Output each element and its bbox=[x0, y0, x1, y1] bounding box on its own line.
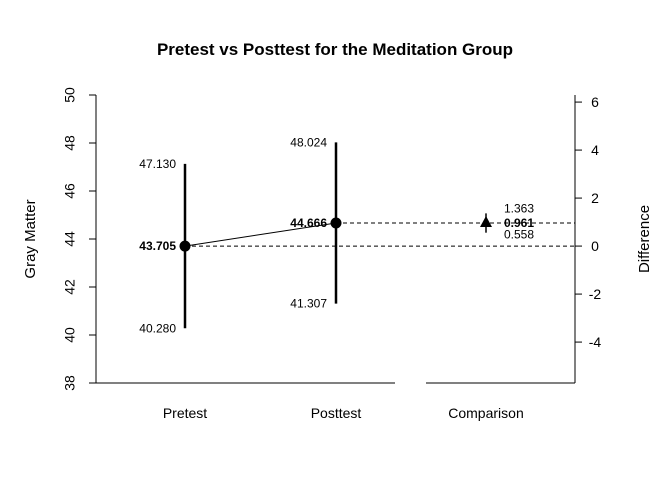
mean-point-posttest bbox=[330, 217, 342, 229]
y2-tick-label: 6 bbox=[591, 94, 599, 110]
upper-label-comparison: 1.363 bbox=[504, 201, 534, 215]
y2-tick-label: -4 bbox=[589, 334, 602, 350]
y-tick-label: 48 bbox=[62, 135, 78, 151]
y-tick-label: 44 bbox=[62, 231, 78, 247]
chart-title: Pretest vs Posttest for the Meditation G… bbox=[157, 40, 513, 59]
mean-label-posttest: 44.666 bbox=[290, 216, 327, 230]
y2-tick-label: -2 bbox=[589, 286, 602, 302]
category-label-posttest: Posttest bbox=[311, 405, 362, 421]
y2-tick-label: 0 bbox=[591, 238, 599, 254]
lower-label-comparison: 0.558 bbox=[504, 228, 534, 242]
y2-tick-label: 4 bbox=[591, 142, 599, 158]
upper-label-pretest: 47.130 bbox=[139, 157, 176, 171]
mean-point-pretest bbox=[179, 240, 191, 252]
lower-label-posttest: 41.307 bbox=[290, 297, 327, 311]
y-tick-label: 40 bbox=[62, 327, 78, 343]
right-y-ticks: -4 -2 0 2 4 6 bbox=[575, 94, 601, 350]
difference-point bbox=[480, 216, 492, 228]
lower-label-pretest: 40.280 bbox=[139, 321, 176, 335]
difference-label: 0.961 bbox=[504, 216, 534, 230]
chart-marks: 47.130 40.280 43.705 48.024 41.307 44.666 1.36… bbox=[139, 135, 575, 335]
y-tick-label: 46 bbox=[62, 183, 78, 199]
category-labels: Pretest Posttest Comparison bbox=[163, 405, 524, 421]
mean-label-pretest: 43.705 bbox=[139, 239, 176, 253]
category-label-comparison: Comparison bbox=[448, 405, 523, 421]
upper-label-posttest: 48.024 bbox=[290, 135, 327, 149]
y-tick-label: 50 bbox=[62, 87, 78, 103]
mean-connector-line bbox=[184, 222, 337, 247]
y2-axis-title: Difference bbox=[636, 205, 653, 273]
y-tick-label: 42 bbox=[62, 279, 78, 295]
left-y-ticks: 38 40 42 44 46 48 50 bbox=[62, 87, 96, 391]
y2-tick-label: 2 bbox=[591, 190, 599, 206]
y-tick-label: 38 bbox=[62, 375, 78, 391]
y-axis-title: Gray Matter bbox=[22, 199, 39, 278]
category-label-pretest: Pretest bbox=[163, 405, 207, 421]
